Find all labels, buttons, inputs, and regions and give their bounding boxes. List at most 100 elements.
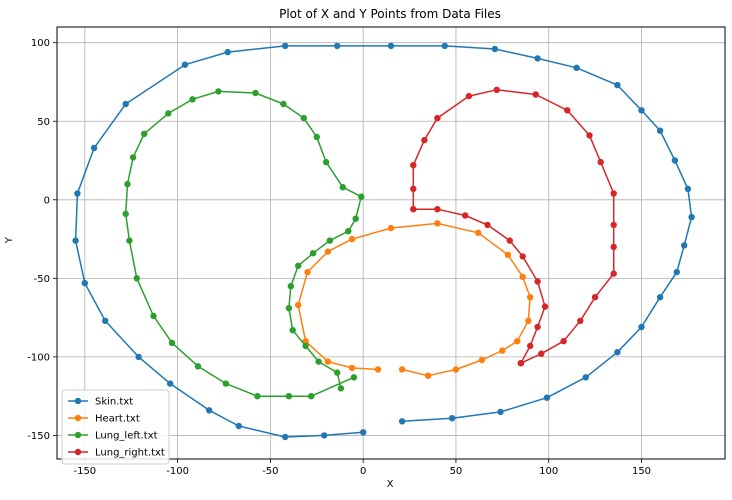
legend-item: Heart.txt — [68, 414, 140, 425]
data-point-lung-left — [194, 363, 202, 370]
data-point-skin — [497, 408, 504, 416]
data-point-heart — [519, 273, 526, 280]
data-point-lung-left — [285, 305, 293, 312]
data-point-heart — [504, 251, 512, 258]
x-tick-label: 50 — [450, 466, 463, 477]
data-point-skin — [360, 429, 367, 436]
data-point-lung-left — [334, 369, 341, 376]
data-point-lung-left — [122, 210, 129, 218]
data-point-skin — [334, 42, 341, 50]
data-point-lung-right — [591, 294, 599, 301]
legend-swatch-marker — [74, 414, 82, 422]
series-heart — [295, 220, 534, 379]
x-tick-label: 100 — [539, 466, 558, 477]
data-point-lung-left — [254, 393, 261, 400]
data-point-lung-left — [326, 237, 333, 244]
data-point-lung-left — [295, 262, 302, 269]
data-point-lung-right — [410, 206, 417, 213]
data-point-skin — [122, 100, 129, 108]
data-point-lung-left — [165, 110, 172, 117]
ticks: -150 -100 -50 0 50 100 150 -150 -100 -50 0 50 100 — [27, 38, 651, 477]
x-axis-label: X — [387, 479, 394, 490]
x-tick-label: -100 — [166, 466, 189, 477]
data-point-lung-right — [421, 136, 428, 144]
data-point-lung-right — [493, 86, 500, 94]
data-point-lung-left — [300, 114, 307, 122]
data-point-lung-left — [126, 237, 133, 244]
data-point-skin — [282, 433, 289, 441]
series-line-skin — [74, 45, 693, 438]
chart-title: Plot of X and Y Points from Data Files — [279, 7, 501, 21]
data-point-heart — [424, 372, 432, 379]
data-point-skin — [81, 279, 89, 287]
data-point-lung-left — [315, 358, 322, 365]
data-point-heart — [304, 268, 311, 276]
data-point-lung-right — [534, 278, 541, 285]
x-tick-label: 150 — [632, 466, 651, 477]
data-point-lung-right — [541, 303, 549, 310]
legend-label: Skin.txt — [95, 397, 133, 408]
data-point-skin — [656, 127, 664, 134]
data-point-skin — [582, 374, 589, 381]
data-point-lung-left — [285, 393, 293, 400]
data-point-lung-left — [133, 275, 140, 282]
data-point-heart — [499, 347, 506, 354]
data-point-skin — [321, 432, 328, 439]
data-point-lung-right — [484, 221, 491, 229]
data-point-lung-right — [534, 323, 541, 331]
data-point-lung-right — [410, 162, 417, 169]
series-lung-right — [410, 86, 617, 367]
data-point-lung-left — [358, 193, 365, 200]
series-skin — [72, 42, 695, 441]
legend-box — [61, 389, 170, 465]
data-point-skin — [638, 107, 645, 114]
data-point-heart — [475, 229, 482, 236]
data-point-skin — [573, 64, 580, 72]
data-point-heart — [525, 317, 532, 324]
data-point-skin — [614, 81, 621, 89]
y-tick-label: -100 — [27, 352, 50, 363]
data-point-lung-right — [517, 360, 525, 367]
data-point-lung-left — [168, 339, 176, 346]
data-point-lung-right — [506, 237, 513, 244]
data-point-skin — [684, 185, 692, 192]
data-point-skin — [543, 394, 551, 401]
data-point-skin — [449, 415, 456, 422]
y-tick-label: -150 — [27, 431, 50, 442]
data-point-skin — [441, 42, 448, 50]
legend-item: Lung_right.txt — [68, 448, 165, 459]
data-point-skin — [282, 42, 289, 50]
data-point-lung-right — [465, 92, 473, 100]
data-point-lung-left — [215, 88, 222, 95]
data-point-lung-left — [350, 374, 358, 381]
data-point-lung-right — [564, 107, 571, 114]
data-point-lung-right — [597, 158, 604, 166]
data-point-lung-left — [337, 385, 345, 392]
legend-item: Lung_left.txt — [68, 431, 158, 442]
data-point-skin — [534, 55, 541, 62]
series-layer — [72, 42, 695, 441]
y-tick-label: -50 — [34, 274, 50, 285]
data-point-lung-right — [610, 190, 617, 197]
legend-swatch-marker — [74, 431, 82, 439]
data-point-skin — [167, 380, 174, 387]
data-point-skin — [74, 190, 81, 197]
data-point-lung-left — [141, 130, 148, 137]
data-point-skin — [688, 213, 695, 221]
data-point-lung-right — [610, 243, 617, 251]
data-point-heart — [527, 294, 534, 301]
y-tick-label: 100 — [31, 38, 50, 49]
data-point-skin — [638, 323, 645, 331]
legend-label: Heart.txt — [95, 414, 140, 425]
legend: Skin.txt Heart.txt Lung_left.txt Lung_right… — [61, 389, 170, 465]
data-point-lung-right — [610, 270, 617, 277]
data-point-lung-left — [313, 133, 320, 141]
x-tick-label: -150 — [73, 466, 96, 477]
data-point-heart — [452, 366, 460, 373]
data-point-skin — [387, 42, 395, 50]
data-point-skin — [102, 317, 109, 324]
legend-swatch-marker — [74, 397, 82, 405]
data-point-lung-right — [538, 350, 545, 357]
data-point-skin — [673, 268, 680, 276]
